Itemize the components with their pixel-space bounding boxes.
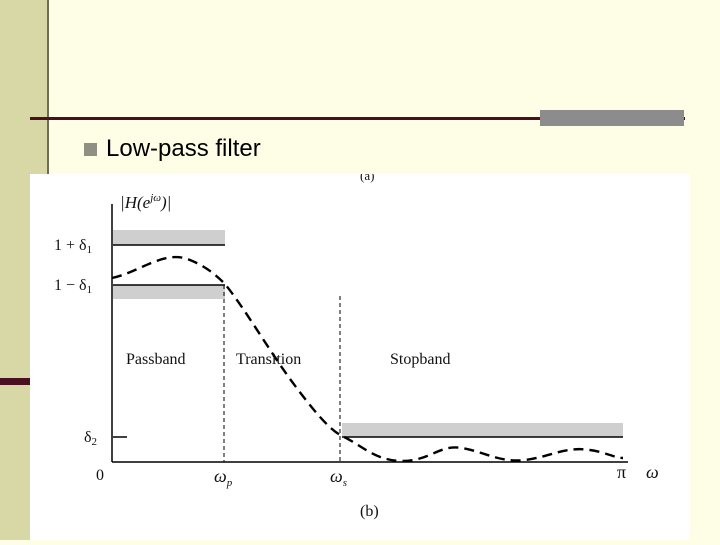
region-passband-label: Passband	[126, 351, 186, 368]
tick-wp: ωp	[214, 466, 233, 489]
tick-lower-pass: 1 − δ1	[54, 277, 92, 296]
lowpass-filter-figure: (a) |H(ejω)| 1 + δ1 1 − δ1 δ2 0 ωp ωs π …	[30, 168, 690, 540]
filter-diagram: (a) |H(ejω)| 1 + δ1 1 − δ1 δ2 0 ωp ωs π …	[54, 168, 659, 520]
tick-ws: ωs	[330, 466, 347, 489]
figure-top-label: (a)	[360, 174, 374, 183]
passband-upper-tolerance-band	[113, 230, 225, 245]
figure-caption: (b)	[360, 503, 379, 520]
title-rule-line	[30, 117, 685, 120]
passband-lower-tolerance-band	[113, 285, 225, 299]
region-stopband-label: Stopband	[390, 351, 450, 368]
square-bullet-icon	[84, 142, 97, 156]
stopband-tolerance-band	[342, 423, 623, 437]
bullet-text: Low-pass filter	[106, 135, 261, 162]
frequency-response-curve	[111, 255, 624, 463]
tick-origin: 0	[96, 467, 104, 484]
y-axis-label: |H(ejω)|	[120, 192, 171, 212]
tick-stop: δ2	[84, 429, 97, 448]
tick-pi: π	[617, 462, 626, 482]
region-transition-label: Transition	[236, 351, 301, 368]
tick-upper-pass: 1 + δ1	[54, 237, 92, 256]
tick-omega: ω	[646, 462, 659, 482]
left-decor-accent	[0, 378, 32, 385]
header-accent-block	[540, 110, 684, 126]
bullet-item: Low-pass filter	[84, 134, 261, 164]
